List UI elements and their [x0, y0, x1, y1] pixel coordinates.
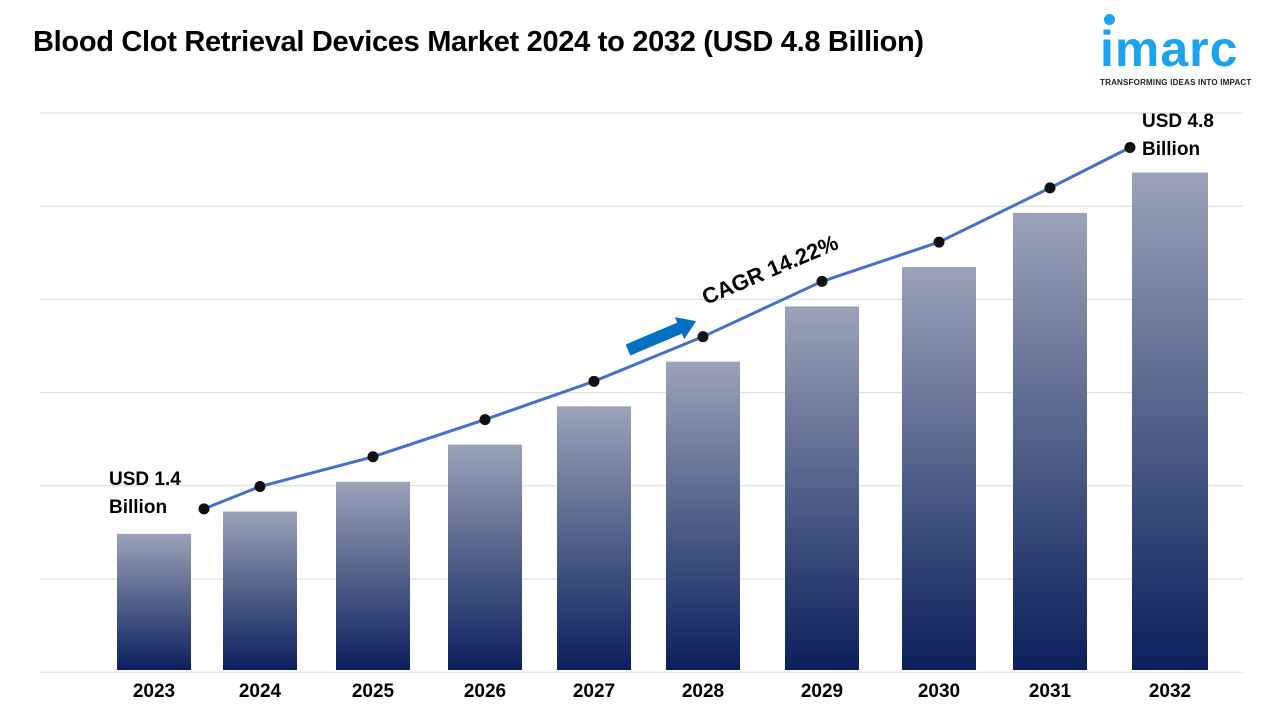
bar-2026	[448, 444, 522, 670]
x-tick-label: 2031	[1029, 681, 1072, 702]
x-tick-label: 2024	[239, 681, 282, 702]
line-point	[254, 481, 266, 493]
chart-title: Blood Clot Retrieval Devices Market 2024…	[33, 26, 924, 58]
bar-2029	[785, 306, 859, 670]
line-point	[1124, 142, 1136, 154]
x-tick-label: 2026	[464, 681, 506, 702]
x-tick-label: 2032	[1149, 681, 1191, 702]
logo-tagline: TRANSFORMING IDEAS INTO IMPACT	[1100, 78, 1252, 87]
bar-2024	[223, 511, 297, 670]
x-tick-label: 2023	[133, 681, 175, 702]
bar-2025	[336, 481, 410, 670]
bar-2031	[1013, 212, 1087, 670]
bar-2030	[902, 267, 976, 670]
x-tick-label: 2027	[573, 681, 615, 702]
logo-word: imarc	[1100, 21, 1239, 77]
imarc-logo: imarc TRANSFORMING IDEAS INTO IMPACT	[1100, 14, 1260, 87]
line-point	[479, 414, 491, 426]
bar-2023	[117, 533, 191, 670]
line-point	[367, 451, 379, 463]
cagr-label: CAGR 14.22%	[698, 230, 842, 310]
bar-2032	[1132, 172, 1208, 670]
end-annotation-2: Billion	[1142, 139, 1200, 160]
x-tick-label: 2029	[801, 681, 843, 702]
line-point	[697, 331, 709, 343]
end-annotation-1: USD 4.8	[1142, 111, 1214, 132]
line-point	[198, 503, 210, 515]
x-tick-label: 2030	[918, 681, 960, 702]
x-tick-label: 2028	[682, 681, 724, 702]
bar-2028	[666, 361, 740, 670]
line-point	[1044, 182, 1056, 194]
x-tick-label: 2025	[352, 681, 395, 702]
start-annotation-2: Billion	[109, 497, 167, 518]
line-point	[816, 275, 828, 287]
bar-2027	[557, 406, 631, 670]
logo-dot	[1104, 14, 1115, 25]
trend-line	[203, 146, 1131, 511]
cagr-arrow	[625, 317, 697, 356]
start-annotation-1: USD 1.4	[109, 469, 181, 490]
line-point	[933, 236, 945, 248]
line-point	[588, 375, 600, 387]
